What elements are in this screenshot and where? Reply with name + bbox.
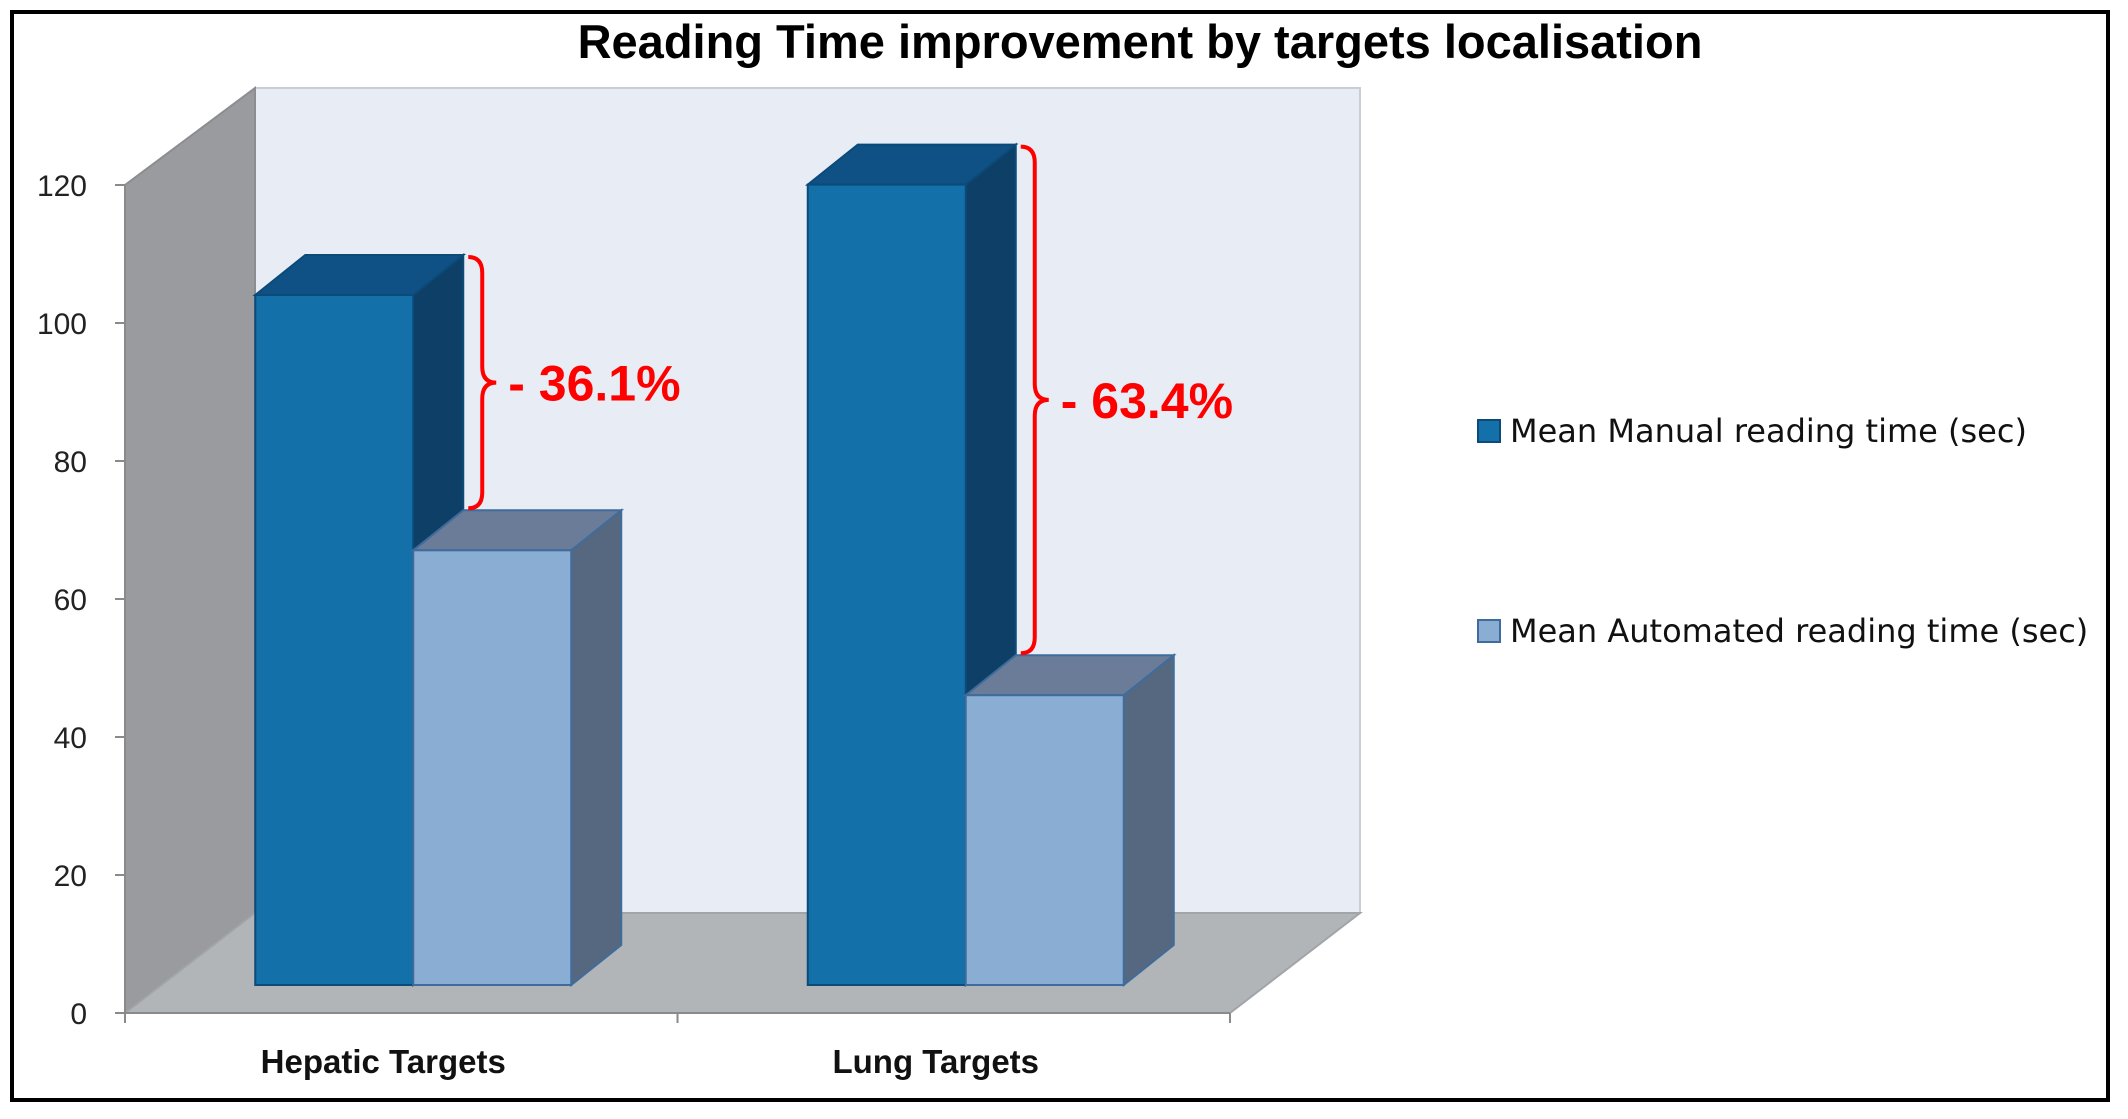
difference-annotation: - 63.4% <box>1061 373 1233 429</box>
legend-swatch <box>1477 619 1501 643</box>
y-tick-label: 40 <box>54 722 87 755</box>
bar-front <box>964 694 1125 986</box>
legend-label: Mean Automated reading time (sec) <box>1510 612 2088 650</box>
y-tick-label: 100 <box>37 308 87 341</box>
difference-brace <box>468 255 497 511</box>
plot-area: 0 20 40 60 80 100 120 Hepatic Targets Lung Targe… <box>37 86 1363 1080</box>
bar-side <box>570 508 623 988</box>
bar-front <box>806 183 967 987</box>
y-tick-label: 120 <box>37 170 87 203</box>
difference-brace <box>1020 144 1049 656</box>
difference-annotation: - 36.1% <box>508 356 680 412</box>
bar-front <box>412 549 573 986</box>
y-tick-label: 80 <box>54 446 87 479</box>
legend-swatch <box>1477 419 1501 443</box>
x-category-label: Lung Targets <box>832 1043 1039 1080</box>
y-tick-label: 0 <box>70 998 87 1031</box>
bar-mean-automated-reading-time-sec-lung-targets <box>962 653 1177 988</box>
chart-title: Reading Time improvement by targets loca… <box>578 15 1703 68</box>
legend-item-mean-manual-reading-time-sec: Mean Manual reading time (sec) <box>1477 412 2027 450</box>
y-tick-label: 60 <box>54 584 87 617</box>
bar-mean-automated-reading-time-sec-hepatic-targets <box>410 508 625 988</box>
bar-front <box>254 294 415 986</box>
side-wall <box>124 86 256 1016</box>
x-category-label: Hepatic Targets <box>261 1043 506 1080</box>
legend: Mean Manual reading time (sec) Mean Autom… <box>1477 412 2088 650</box>
legend-label: Mean Manual reading time (sec) <box>1510 412 2027 450</box>
legend-item-mean-automated-reading-time-sec: Mean Automated reading time (sec) <box>1477 612 2088 650</box>
bar-side <box>1122 653 1175 988</box>
bar-mean-manual-reading-time-sec-lung-targets <box>804 142 1019 988</box>
y-tick-label: 20 <box>54 860 87 893</box>
